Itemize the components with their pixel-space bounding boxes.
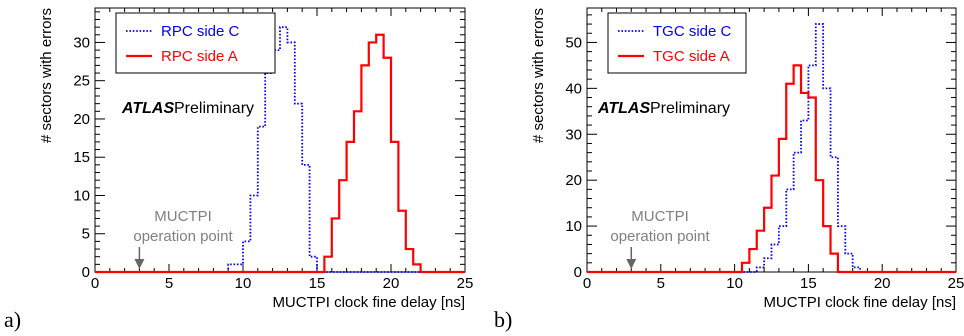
x-tick-label: 0 — [91, 275, 99, 292]
y-tick-label: 5 — [82, 226, 90, 243]
operation-point-arrow-head — [134, 259, 145, 269]
operation-point-label-line2: operation point — [133, 228, 233, 245]
legend-box — [607, 12, 747, 74]
histogram-tgc-side-a — [587, 64, 956, 274]
y-tick-label: 20 — [73, 111, 90, 128]
plot-frame — [586, 7, 957, 273]
x-tick-label: 10 — [726, 275, 743, 292]
y-tick-label: 30 — [565, 126, 582, 143]
histogram-rpc-side-c — [95, 26, 465, 273]
x-axis-title: MUCTPI clock fine delay [ns] — [763, 294, 956, 311]
atlas-sublabel: Preliminary — [174, 100, 254, 117]
y-tick-label: 25 — [73, 73, 90, 90]
y-tick-label: 15 — [73, 149, 90, 166]
x-tick-label: 15 — [309, 275, 326, 292]
y-axis-title: # sectors with errors — [530, 8, 547, 143]
panel-label: a) — [4, 307, 21, 332]
panel-b-tgc-histogram: 0 5 10 15 20 25 0 10 20 30 40 50 MUCTPI clock fine d… — [494, 7, 964, 332]
y-tick-label: 20 — [565, 172, 582, 189]
x-axis-title: MUCTPI clock fine delay [ns] — [272, 294, 465, 311]
panel-a-rpc-histogram: 0 5 10 15 20 25 0 5 10 15 20 25 30 MUCTPI clock fine … — [4, 7, 474, 332]
legend-entry: RPC side A — [161, 48, 238, 65]
x-tick-label: 20 — [383, 275, 400, 292]
x-tick-label: 0 — [583, 275, 591, 292]
atlas-label: ATLAS — [597, 100, 650, 117]
atlas-sublabel: Preliminary — [650, 100, 730, 117]
y-tick-label: 50 — [565, 34, 582, 51]
operation-point-label-line1: MUCTPI — [154, 208, 212, 225]
x-tick-label: 20 — [874, 275, 891, 292]
x-tick-label: 5 — [657, 275, 665, 292]
legend-entry: TGC side C — [653, 23, 732, 40]
y-axis-title: # sectors with errors — [38, 8, 55, 143]
legend-entry: RPC side C — [161, 23, 240, 40]
atlas-label: ATLAS — [121, 100, 174, 117]
y-tick-label: 0 — [82, 264, 90, 281]
histogram-tgc-side-c — [587, 23, 956, 273]
x-tick-label: 25 — [948, 275, 964, 292]
y-tick-label: 10 — [565, 218, 582, 235]
legend-entry: TGC side A — [653, 48, 730, 65]
y-tick-label: 40 — [565, 80, 582, 97]
x-tick-label: 10 — [235, 275, 252, 292]
panel-label: b) — [494, 307, 512, 332]
operation-point-label-line1: MUCTPI — [631, 208, 689, 225]
operation-point-arrow-head — [626, 259, 637, 269]
y-tick-label: 10 — [73, 187, 90, 204]
x-tick-label: 5 — [165, 275, 173, 292]
legend-box — [115, 12, 276, 74]
histogram-rpc-side-a — [95, 33, 465, 274]
x-tick-label: 25 — [457, 275, 474, 292]
y-tick-label: 0 — [574, 264, 582, 281]
x-tick-label: 15 — [800, 275, 817, 292]
y-tick-label: 30 — [73, 34, 90, 51]
operation-point-label-line2: operation point — [610, 228, 710, 245]
